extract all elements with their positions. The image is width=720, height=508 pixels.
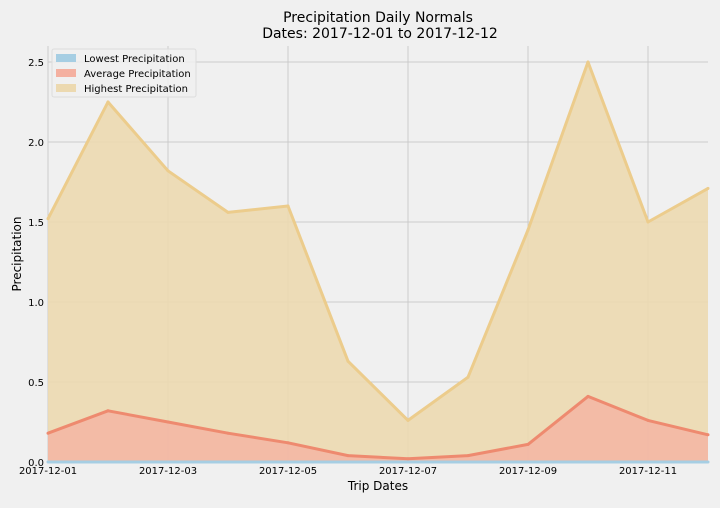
legend-label-lowest-precipitation: Lowest Precipitation [84, 54, 185, 65]
y-tick-label-1: 0.5 [28, 378, 44, 389]
legend-swatch-highest-precipitation [56, 84, 76, 92]
lowest-precipitation-point-6 [406, 460, 410, 464]
highest-precipitation-point-6 [406, 418, 410, 422]
y-tick-label-4: 2.0 [28, 138, 44, 149]
highest-precipitation-point-11 [706, 186, 710, 190]
x-tick-label-5: 2017-12-11 [619, 466, 677, 477]
average-precipitation-point-0 [46, 431, 50, 435]
highest-precipitation-point-5 [346, 359, 350, 363]
x-tick-label-2: 2017-12-05 [259, 466, 317, 477]
highest-precipitation-point-9 [586, 60, 590, 64]
series-areas [46, 60, 710, 464]
chart-subtitle: Dates: 2017-12-01 to 2017-12-12 [262, 26, 498, 42]
y-axis-ticks: 0.0 0.5 1.0 1.5 2.0 2.5 [28, 58, 44, 469]
x-tick-label-4: 2017-12-09 [499, 466, 557, 477]
average-precipitation-point-7 [466, 454, 470, 458]
highest-precipitation-point-7 [466, 375, 470, 379]
lowest-precipitation-point-3 [226, 460, 230, 464]
highest-precipitation-point-4 [286, 204, 290, 208]
average-precipitation-point-3 [226, 431, 230, 435]
highest-precipitation-point-2 [166, 169, 170, 173]
highest-precipitation-point-0 [46, 217, 50, 221]
x-tick-label-1: 2017-12-03 [139, 466, 197, 477]
lowest-precipitation-point-7 [466, 460, 470, 464]
lowest-precipitation-point-0 [46, 460, 50, 464]
y-tick-label-2: 1.0 [28, 298, 44, 309]
highest-precipitation-point-3 [226, 210, 230, 214]
chart-title: Precipitation Daily Normals [283, 10, 473, 26]
average-precipitation-point-5 [346, 454, 350, 458]
average-precipitation-point-2 [166, 420, 170, 424]
highest-precipitation-point-1 [106, 100, 110, 104]
lowest-precipitation-point-5 [346, 460, 350, 464]
lowest-precipitation-point-10 [646, 460, 650, 464]
average-precipitation-point-4 [286, 441, 290, 445]
lowest-precipitation-point-4 [286, 460, 290, 464]
average-precipitation-area [48, 396, 708, 462]
average-precipitation-point-8 [526, 442, 530, 446]
lowest-precipitation-point-1 [106, 460, 110, 464]
legend-box [51, 48, 197, 98]
legend-swatch-average-precipitation [56, 69, 76, 77]
lowest-precipitation-point-11 [706, 460, 710, 464]
y-tick-label-3: 1.5 [28, 218, 44, 229]
x-axis-ticks: 2017-12-01 2017-12-03 2017-12-05 2017-12-07… [19, 466, 677, 477]
highest-precipitation-point-8 [526, 228, 530, 232]
y-tick-label-0: 0.0 [28, 458, 44, 469]
x-axis-label: Trip Dates [347, 479, 408, 493]
average-precipitation-point-9 [586, 394, 590, 398]
average-precipitation-point-10 [646, 418, 650, 422]
highest-precipitation-area [48, 62, 708, 462]
legend-swatch-lowest-precipitation [56, 54, 76, 62]
legend: Lowest Precipitation Average Precipitatio… [51, 48, 197, 98]
y-axis-label: Precipitation [10, 216, 24, 291]
lowest-precipitation-point-8 [526, 460, 530, 464]
legend-label-highest-precipitation: Highest Precipitation [84, 84, 188, 95]
highest-precipitation-line [46, 60, 709, 422]
average-precipitation-point-1 [106, 409, 110, 413]
y-tick-label-5: 2.5 [28, 58, 44, 69]
average-precipitation-point-6 [406, 457, 410, 461]
highest-precipitation-point-10 [646, 220, 650, 224]
average-precipitation-line [47, 394, 709, 461]
lowest-precipitation-point-2 [166, 460, 170, 464]
average-precipitation-point-11 [706, 433, 710, 437]
lowest-precipitation-point-9 [586, 460, 590, 464]
x-tick-label-0: 2017-12-01 [19, 466, 77, 477]
legend-label-average-precipitation: Average Precipitation [84, 69, 191, 80]
x-tick-label-3: 2017-12-07 [379, 466, 437, 477]
